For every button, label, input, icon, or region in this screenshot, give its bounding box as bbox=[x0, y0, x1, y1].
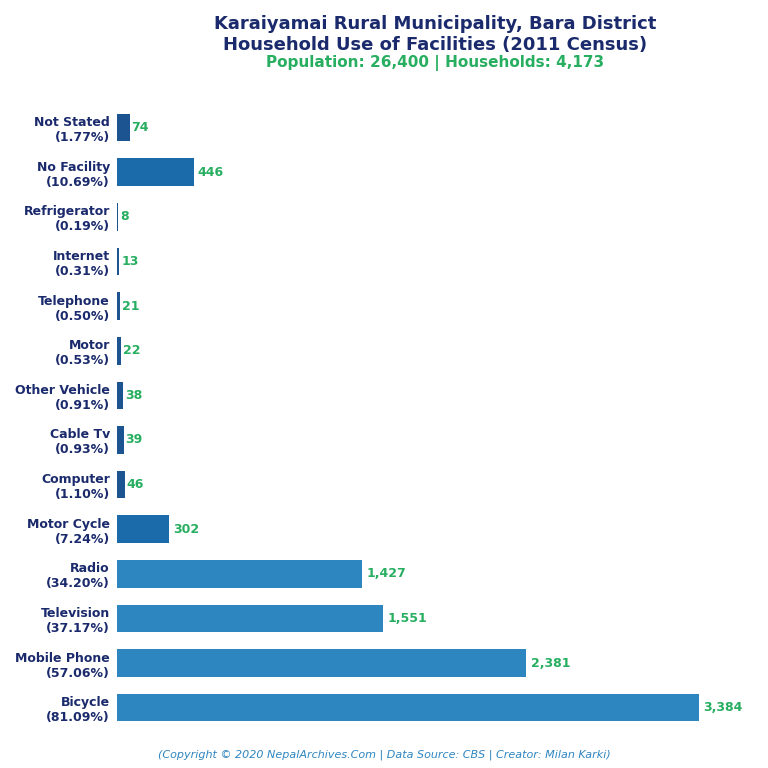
Text: 446: 446 bbox=[198, 166, 224, 179]
Bar bbox=[117, 560, 362, 588]
Text: (Copyright © 2020 NepalArchives.Com | Data Source: CBS | Creator: Milan Karki): (Copyright © 2020 NepalArchives.Com | Da… bbox=[157, 750, 611, 760]
Text: 39: 39 bbox=[126, 433, 143, 446]
Text: 21: 21 bbox=[122, 300, 140, 313]
Bar bbox=[117, 247, 119, 276]
Bar bbox=[117, 382, 124, 409]
Text: 3,384: 3,384 bbox=[703, 701, 743, 714]
Bar bbox=[117, 293, 121, 320]
Text: 1,427: 1,427 bbox=[366, 568, 406, 581]
Title: Karaiyamai Rural Municipality, Bara District
Household Use of Facilities (2011 C: Karaiyamai Rural Municipality, Bara Dist… bbox=[214, 15, 656, 54]
Bar bbox=[117, 426, 124, 454]
Bar bbox=[117, 604, 383, 632]
Bar bbox=[117, 158, 194, 186]
Bar bbox=[117, 649, 526, 677]
Bar bbox=[117, 337, 121, 365]
Bar bbox=[117, 515, 169, 543]
Bar bbox=[117, 203, 118, 230]
Text: 38: 38 bbox=[125, 389, 143, 402]
Bar bbox=[117, 694, 699, 721]
Text: Population: 26,400 | Households: 4,173: Population: 26,400 | Households: 4,173 bbox=[266, 55, 604, 71]
Text: 302: 302 bbox=[173, 523, 199, 536]
Text: 1,551: 1,551 bbox=[388, 612, 428, 625]
Text: 74: 74 bbox=[131, 121, 149, 134]
Text: 22: 22 bbox=[123, 344, 141, 357]
Bar bbox=[117, 471, 124, 498]
Text: 2,381: 2,381 bbox=[531, 657, 570, 670]
Text: 46: 46 bbox=[127, 478, 144, 491]
Text: 8: 8 bbox=[121, 210, 129, 223]
Text: 13: 13 bbox=[121, 255, 138, 268]
Bar bbox=[117, 114, 130, 141]
